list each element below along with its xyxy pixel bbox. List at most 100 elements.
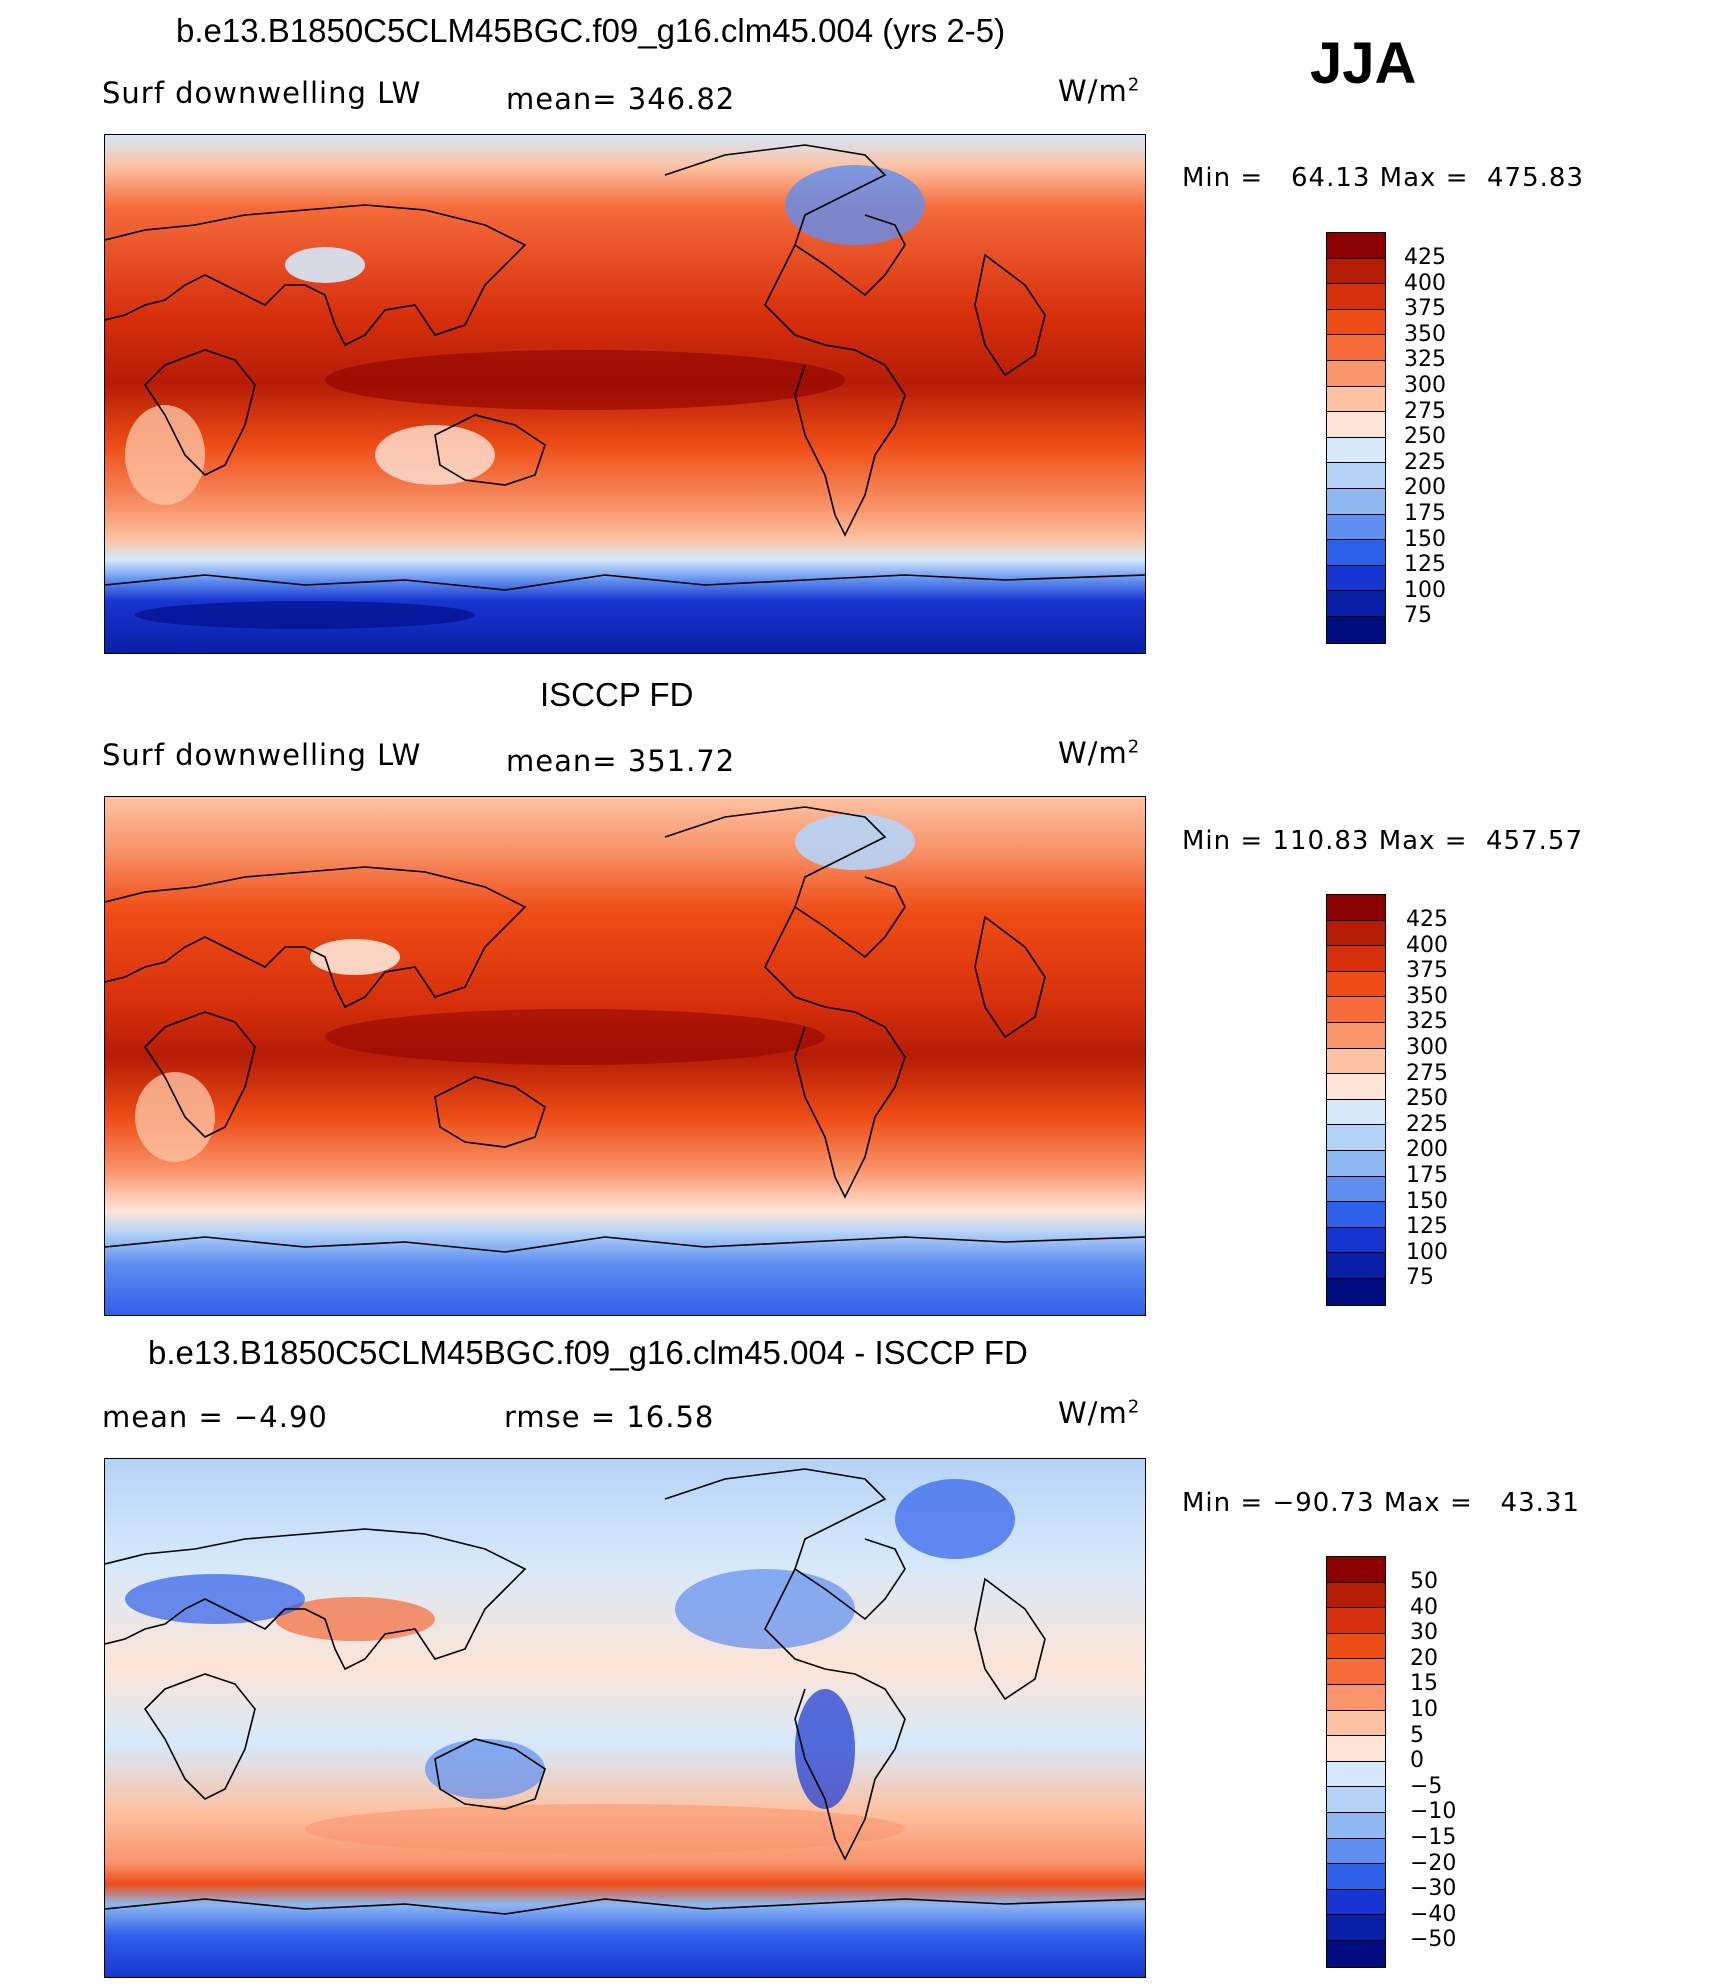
colorbar-tick-label: 350 xyxy=(1406,983,1448,1009)
colorbar-tick-label: 250 xyxy=(1406,1086,1448,1112)
colorbar-swatch xyxy=(1327,1099,1385,1126)
panel3-map-svg xyxy=(105,1459,1145,1977)
panel3-units: W/m2 xyxy=(1058,1396,1141,1430)
colorbar-tick-label: −30 xyxy=(1410,1876,1457,1902)
colorbar-swatch xyxy=(1327,1048,1385,1075)
colorbar-swatch xyxy=(1327,1227,1385,1254)
colorbar-tick-label: 75 xyxy=(1404,603,1432,629)
panel3-minmax: Min = −90.73 Max = 43.31 xyxy=(1182,1488,1580,1518)
colorbar-swatch xyxy=(1327,335,1385,361)
colorbar-swatch xyxy=(1327,1915,1385,1941)
colorbar-swatch xyxy=(1327,1150,1385,1177)
colorbar-tick-label: 225 xyxy=(1404,449,1446,475)
colorbar-swatch xyxy=(1327,360,1385,387)
colorbar-tick-label: −50 xyxy=(1410,1927,1457,1953)
colorbar-tick-label: 425 xyxy=(1406,907,1448,932)
colorbar-tick-label: 125 xyxy=(1406,1214,1448,1240)
panel2-map xyxy=(104,796,1146,1316)
panel1-colorbar xyxy=(1326,232,1386,644)
season-label: JJA xyxy=(1310,31,1417,96)
colorbar-swatch xyxy=(1327,1736,1385,1762)
colorbar-swatch xyxy=(1327,540,1385,566)
colorbar-tick-label: 5 xyxy=(1410,1722,1424,1748)
colorbar-swatch xyxy=(1327,1812,1385,1839)
colorbar-swatch xyxy=(1327,971,1385,998)
colorbar-swatch xyxy=(1327,1684,1385,1711)
colorbar-swatch xyxy=(1327,1202,1385,1228)
colorbar-tick-label: 350 xyxy=(1404,321,1446,347)
colorbar-swatch xyxy=(1327,412,1385,438)
colorbar-tick-label: 15 xyxy=(1410,1671,1438,1697)
colorbar-swatch xyxy=(1327,1253,1385,1279)
colorbar-swatch xyxy=(1327,1074,1385,1100)
colorbar-tick-label: 225 xyxy=(1406,1111,1448,1137)
colorbar-tick-label: −15 xyxy=(1410,1824,1457,1850)
colorbar-swatch xyxy=(1327,1176,1385,1203)
colorbar-tick-label: 175 xyxy=(1404,500,1446,526)
panel2-map-svg xyxy=(105,797,1145,1315)
colorbar-tick-label: 40 xyxy=(1410,1594,1438,1620)
panel3-map xyxy=(104,1458,1146,1978)
colorbar-swatch xyxy=(1327,1787,1385,1813)
colorbar-swatch xyxy=(1327,1022,1385,1049)
panel2-mean: mean= 351.72 xyxy=(506,744,736,778)
colorbar-tick-label: 200 xyxy=(1404,475,1446,501)
panel3-title: b.e13.B1850C5CLM45BGC.f09_g16.clm45.004 … xyxy=(148,1334,1028,1371)
panel1-minmax: Min = 64.13 Max = 475.83 xyxy=(1182,163,1584,193)
colorbar-tick-label: 150 xyxy=(1404,526,1446,552)
colorbar-tick-label: 275 xyxy=(1406,1060,1448,1086)
colorbar-tick-label: 400 xyxy=(1406,932,1448,958)
colorbar-swatch xyxy=(1327,1608,1385,1634)
colorbar-swatch xyxy=(1327,1838,1385,1865)
panel1-map-svg xyxy=(105,135,1145,653)
colorbar-tick-label: 375 xyxy=(1406,958,1448,984)
colorbar-tick-label: 30 xyxy=(1410,1620,1438,1646)
colorbar-tick-label: −20 xyxy=(1410,1850,1457,1876)
panel1-colorbar-labels: 425 400 375 350 325 300 275 250 225 200 175 150 125 1… xyxy=(1404,245,1446,629)
colorbar-tick-label: 175 xyxy=(1406,1162,1448,1188)
panel2-colorbar-labels: 425 400 375 350 325 300 275 250 225 200 175 150 125 1… xyxy=(1406,907,1448,1291)
colorbar-tick-label: 300 xyxy=(1404,372,1446,398)
colorbar-tick-label: 0 xyxy=(1410,1748,1424,1774)
colorbar-tick-label: −10 xyxy=(1410,1799,1457,1825)
colorbar-swatch xyxy=(1327,309,1385,336)
colorbar-tick-label: 150 xyxy=(1406,1188,1448,1214)
colorbar-swatch xyxy=(1327,1125,1385,1151)
panel3-colorbar-labels: 50 40 30 20 15 10 5 0 −5 −10 −15 −20 −30 −40 −50 xyxy=(1410,1569,1456,1953)
panel1-title: b.e13.B1850C5CLM45BGC.f09_g16.clm45.004 … xyxy=(176,12,1006,49)
colorbar-swatch xyxy=(1327,437,1385,464)
colorbar-tick-label: 100 xyxy=(1406,1239,1448,1265)
colorbar-tick-label: −40 xyxy=(1410,1901,1457,1927)
panel1-units: W/m2 xyxy=(1058,74,1141,108)
colorbar-swatch xyxy=(1327,997,1385,1023)
colorbar-swatch xyxy=(1327,488,1385,515)
colorbar-swatch xyxy=(1327,895,1385,921)
colorbar-tick-label: 100 xyxy=(1404,577,1446,603)
colorbar-swatch xyxy=(1327,386,1385,413)
colorbar-swatch xyxy=(1327,1659,1385,1685)
colorbar-swatch xyxy=(1327,565,1385,592)
panel2-colorbar xyxy=(1326,894,1386,1306)
colorbar-tick-label: 250 xyxy=(1404,424,1446,450)
panel1-variable: Surf downwelling LW xyxy=(102,76,422,110)
colorbar-swatch xyxy=(1327,514,1385,541)
colorbar-tick-label: 20 xyxy=(1410,1645,1438,1671)
colorbar-tick-label: 275 xyxy=(1404,398,1446,424)
colorbar-swatch xyxy=(1327,616,1385,643)
panel2-minmax: Min = 110.83 Max = 457.57 xyxy=(1182,826,1583,856)
panel2-units: W/m2 xyxy=(1058,736,1141,770)
colorbar-tick-label: 50 xyxy=(1410,1569,1438,1594)
colorbar-swatch xyxy=(1327,1761,1385,1788)
colorbar-swatch xyxy=(1327,1940,1385,1967)
colorbar-swatch xyxy=(1327,1278,1385,1305)
colorbar-tick-label: 375 xyxy=(1404,296,1446,322)
colorbar-tick-label: 125 xyxy=(1404,552,1446,578)
colorbar-tick-label: 75 xyxy=(1406,1265,1434,1291)
colorbar-swatch xyxy=(1327,920,1385,947)
colorbar-swatch xyxy=(1327,258,1385,285)
colorbar-swatch xyxy=(1327,1864,1385,1890)
colorbar-swatch xyxy=(1327,233,1385,259)
colorbar-swatch xyxy=(1327,1557,1385,1583)
panel3-mean: mean = −4.90 xyxy=(102,1400,328,1434)
colorbar-tick-label: 325 xyxy=(1406,1009,1448,1035)
